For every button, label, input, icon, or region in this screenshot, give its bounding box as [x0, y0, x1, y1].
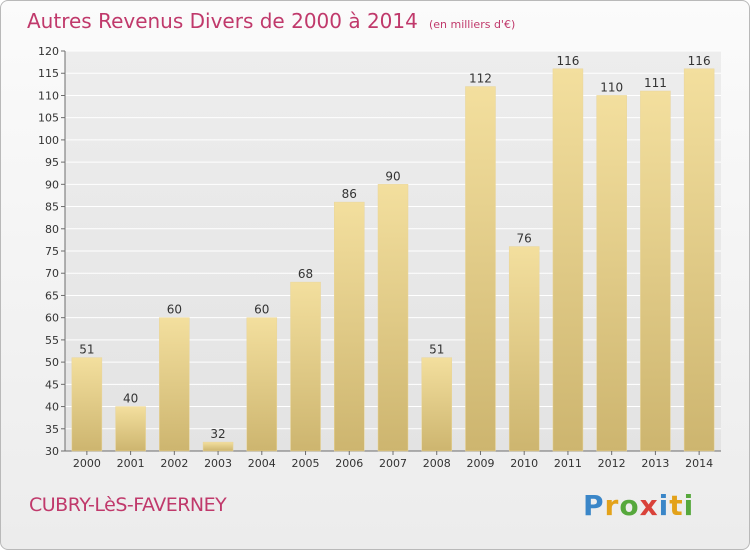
- bar-2009: [465, 86, 496, 452]
- x-tick-label-2010: 2010: [510, 457, 538, 470]
- logo-letter: P: [583, 489, 605, 522]
- logo-letter: i: [683, 489, 695, 522]
- x-tick-label-2005: 2005: [292, 457, 320, 470]
- y-tick-label: 55: [45, 334, 59, 347]
- x-tick-label-2003: 2003: [204, 457, 232, 470]
- y-tick-label: 60: [45, 312, 59, 325]
- y-tick-label: 110: [38, 89, 59, 102]
- commune-name: CUBRY-LèS-FAVERNEY: [29, 494, 227, 516]
- y-tick-label: 100: [38, 134, 59, 147]
- bar-2010: [508, 246, 540, 452]
- logo-letter: i: [658, 489, 670, 522]
- bar-2014: [683, 68, 715, 452]
- logo-letter: r: [604, 489, 620, 522]
- bar-2001: [115, 406, 146, 452]
- y-tick-label: 35: [45, 423, 59, 436]
- y-tick-label: 85: [45, 201, 59, 214]
- data-label-2001: 40: [123, 392, 138, 406]
- y-tick-label: 45: [45, 378, 59, 391]
- x-tick-label-2006: 2006: [335, 457, 363, 470]
- bar-2000: [71, 357, 103, 452]
- y-tick-label: 80: [45, 223, 59, 236]
- data-label-2004: 60: [254, 303, 269, 317]
- title-unit: (en milliers d'€): [428, 18, 516, 31]
- title-text: Autres Revenus Divers de 2000 à 2014: [27, 9, 418, 33]
- bar-2013: [640, 90, 671, 452]
- y-tick-label: 120: [38, 45, 59, 58]
- y-tick-label: 30: [45, 445, 59, 458]
- bar-2004: [246, 317, 278, 452]
- data-label-2007: 90: [385, 169, 400, 183]
- proxiti-logo[interactable]: Proxiti: [583, 489, 694, 522]
- logo-letter: x: [639, 489, 659, 522]
- bar-2005: [290, 281, 321, 452]
- logo-letter: t: [669, 489, 684, 522]
- y-tick-label: 115: [38, 67, 59, 80]
- data-label-2013: 111: [644, 76, 667, 90]
- bar-2003: [202, 441, 234, 452]
- x-tick-label-2013: 2013: [641, 457, 669, 470]
- x-tick-label-2012: 2012: [598, 457, 626, 470]
- x-tick-label-2000: 2000: [73, 457, 101, 470]
- x-tick-label-2002: 2002: [160, 457, 188, 470]
- bar-2007: [377, 184, 409, 452]
- y-tick-label: 75: [45, 245, 59, 258]
- x-tick-label-2009: 2009: [466, 457, 494, 470]
- bar-2011: [552, 68, 584, 452]
- data-label-2011: 116: [556, 54, 579, 68]
- y-tick-label: 50: [45, 356, 59, 369]
- data-label-2002: 60: [167, 303, 182, 317]
- data-label-2008: 51: [429, 343, 444, 357]
- y-tick-label: 90: [45, 178, 59, 191]
- bar-2002: [159, 317, 190, 452]
- logo-letter: o: [619, 489, 640, 522]
- bar-2008: [421, 357, 452, 452]
- data-label-2012: 110: [600, 80, 623, 94]
- y-tick-label: 95: [45, 156, 59, 169]
- x-tick-label-2011: 2011: [554, 457, 582, 470]
- y-tick-label: 70: [45, 267, 59, 280]
- bar-2012: [596, 95, 627, 452]
- x-tick-label-2014: 2014: [685, 457, 713, 470]
- x-tick-label-2001: 2001: [117, 457, 145, 470]
- data-label-2006: 86: [342, 187, 357, 201]
- data-label-2009: 112: [469, 72, 492, 86]
- y-tick-label: 105: [38, 112, 59, 125]
- chart-title: Autres Revenus Divers de 2000 à 2014 (en…: [27, 9, 515, 33]
- x-tick-label-2007: 2007: [379, 457, 407, 470]
- x-tick-label-2004: 2004: [248, 457, 276, 470]
- y-tick-label: 65: [45, 289, 59, 302]
- data-label-2003: 32: [210, 427, 225, 441]
- data-label-2000: 51: [79, 343, 94, 357]
- y-tick-label: 40: [45, 401, 59, 414]
- data-label-2005: 68: [298, 267, 313, 281]
- data-label-2010: 76: [517, 232, 532, 246]
- bar-2006: [334, 201, 365, 452]
- x-tick-label-2008: 2008: [423, 457, 451, 470]
- data-label-2014: 116: [688, 54, 711, 68]
